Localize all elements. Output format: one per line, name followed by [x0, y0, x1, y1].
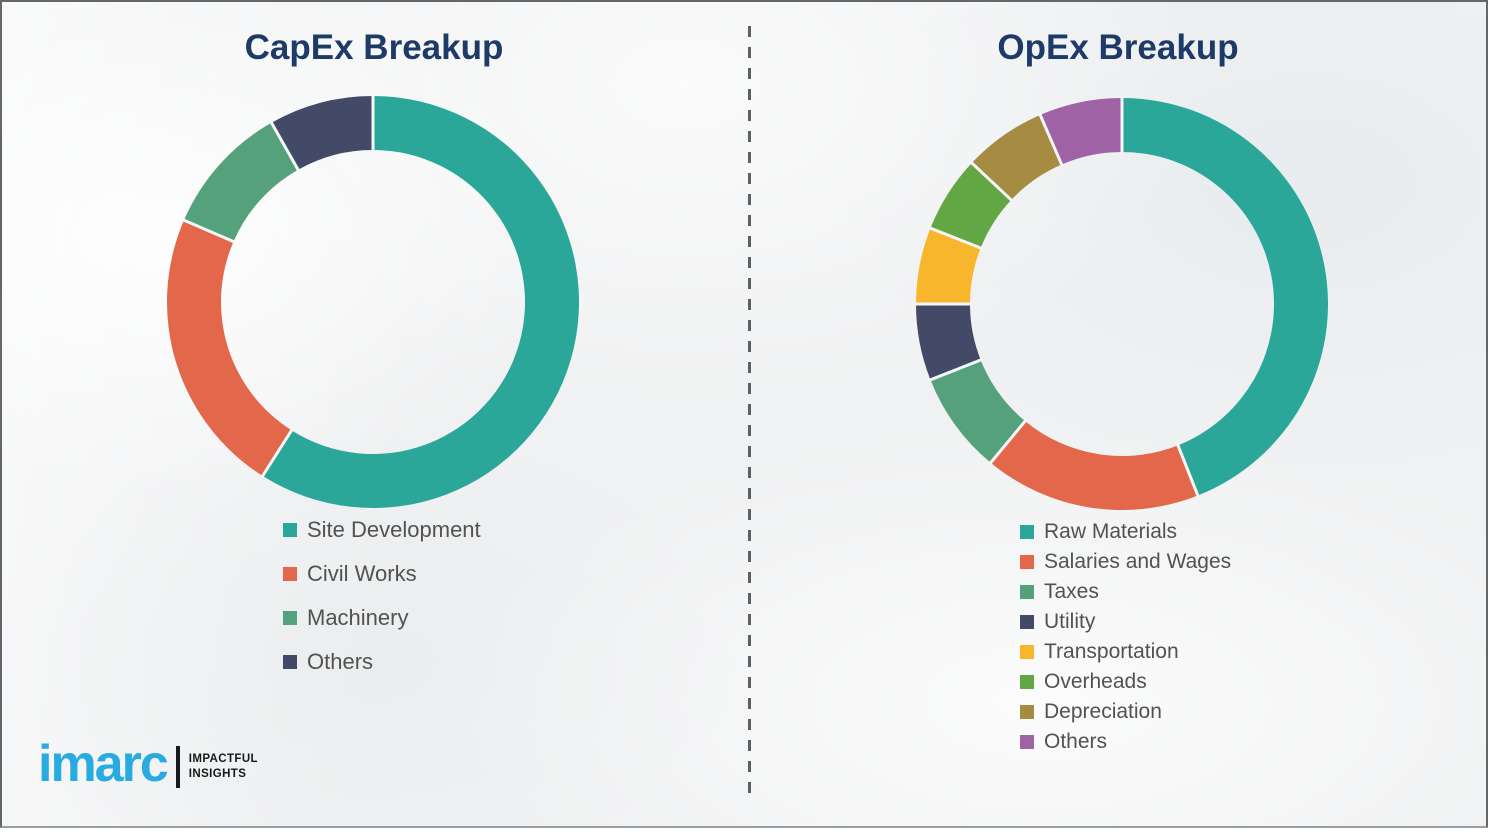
imarc-logo-divider-bar — [175, 746, 180, 788]
opex-segment-raw-materials — [1122, 98, 1329, 496]
divider-dashed-line — [748, 26, 751, 794]
legend-swatch-icon — [1020, 675, 1034, 689]
opex-legend-item-others: Others — [1020, 727, 1231, 757]
imarc-logo-tagline: IMPACTFUL INSIGHTS — [189, 752, 258, 782]
opex-segment-gap — [1175, 442, 1200, 498]
opex-segment-gap — [928, 226, 984, 251]
opex-legend-item-overheads: Overheads — [1020, 667, 1231, 697]
capex-chart-title: CapEx Breakup — [244, 28, 504, 67]
legend-swatch-icon — [1020, 525, 1034, 539]
legend-label: Utility — [1044, 610, 1096, 633]
capex-donut-chart — [166, 94, 579, 508]
capex-segment-civil-works — [166, 220, 292, 476]
legend-swatch-icon — [1020, 615, 1034, 629]
opex-legend-item-raw-materials: Raw Materials — [1020, 517, 1231, 547]
legend-swatch-icon — [283, 523, 297, 537]
imarc-tagline-line1: IMPACTFUL — [188, 753, 258, 766]
legend-swatch-icon — [1020, 705, 1034, 719]
legend-swatch-icon — [1020, 645, 1034, 659]
capex-segment-gap — [260, 427, 294, 479]
capex-legend-item-site-development: Site Development — [283, 508, 481, 552]
legend-label: Transportation — [1044, 640, 1179, 663]
opex-segment-gap — [928, 357, 984, 382]
opex-segment-transportation — [916, 228, 981, 304]
capex-segment-site-development — [262, 96, 579, 508]
capex-segment-gap — [269, 120, 301, 173]
legend-swatch-icon — [1020, 585, 1034, 599]
opex-legend-item-transportation: Transportation — [1020, 637, 1231, 667]
legend-swatch-icon — [283, 611, 297, 625]
opex-segment-salaries-and-wages — [990, 421, 1198, 510]
opex-donut-chart — [914, 96, 1329, 510]
legend-swatch-icon — [1020, 555, 1034, 569]
legend-label: Salaries and Wages — [1044, 550, 1232, 573]
capex-segment-machinery — [183, 122, 299, 242]
legend-label: Taxes — [1044, 580, 1099, 603]
opex-segment-gap — [1038, 112, 1064, 167]
legend-label: Others — [307, 649, 374, 674]
imarc-tagline-line2: INSIGHTS — [188, 768, 247, 780]
capex-legend-item-civil-works: Civil Works — [283, 552, 481, 596]
opex-legend-item-depreciation: Depreciation — [1020, 697, 1231, 727]
capex-legend: Site Development Civil Works Machinery Othe… — [283, 508, 481, 684]
opex-legend-item-taxes: Taxes — [1020, 577, 1231, 607]
capex-legend-item-others: Others — [283, 640, 481, 684]
opex-legend: Raw Materials Salaries and Wages Taxes Util… — [1020, 517, 1231, 757]
legend-label: Depreciation — [1044, 700, 1162, 723]
legend-label: Others — [1044, 730, 1108, 753]
opex-segment-gap — [969, 160, 1014, 203]
opex-chart-title: OpEx Breakup — [997, 28, 1239, 67]
legend-swatch-icon — [283, 655, 297, 669]
legend-label: Machinery — [307, 605, 409, 630]
opex-segment-overheads — [930, 162, 1012, 249]
capex-legend-item-machinery: Machinery — [283, 596, 481, 640]
opex-segment-gap — [988, 418, 1028, 466]
opex-legend-item-salaries-and-wages: Salaries and Wages — [1020, 547, 1231, 577]
legend-swatch-icon — [1020, 735, 1034, 749]
opex-segment-others — [1040, 98, 1122, 165]
capex-segment-others — [271, 96, 373, 170]
legend-label: Overheads — [1044, 670, 1147, 693]
capex-panel: CapEx Breakup Site Development Civil Work… — [2, 2, 746, 826]
opex-segment-depreciation — [971, 114, 1062, 200]
opex-legend-item-utility: Utility — [1020, 607, 1231, 637]
legend-label: Civil Works — [307, 561, 417, 586]
imarc-logo: imarc IMPACTFUL INSIGHTS — [38, 738, 258, 790]
imarc-logo-text: imarc — [38, 735, 169, 793]
capex-segment-gap — [181, 218, 236, 244]
legend-swatch-icon — [283, 567, 297, 581]
legend-label: Site Development — [307, 517, 481, 542]
opex-segment-taxes — [930, 359, 1026, 463]
legend-label: Raw Materials — [1044, 520, 1178, 543]
opex-panel: OpEx Breakup Raw Materials Salaries and W… — [746, 2, 1488, 826]
opex-segment-utility — [916, 304, 981, 380]
